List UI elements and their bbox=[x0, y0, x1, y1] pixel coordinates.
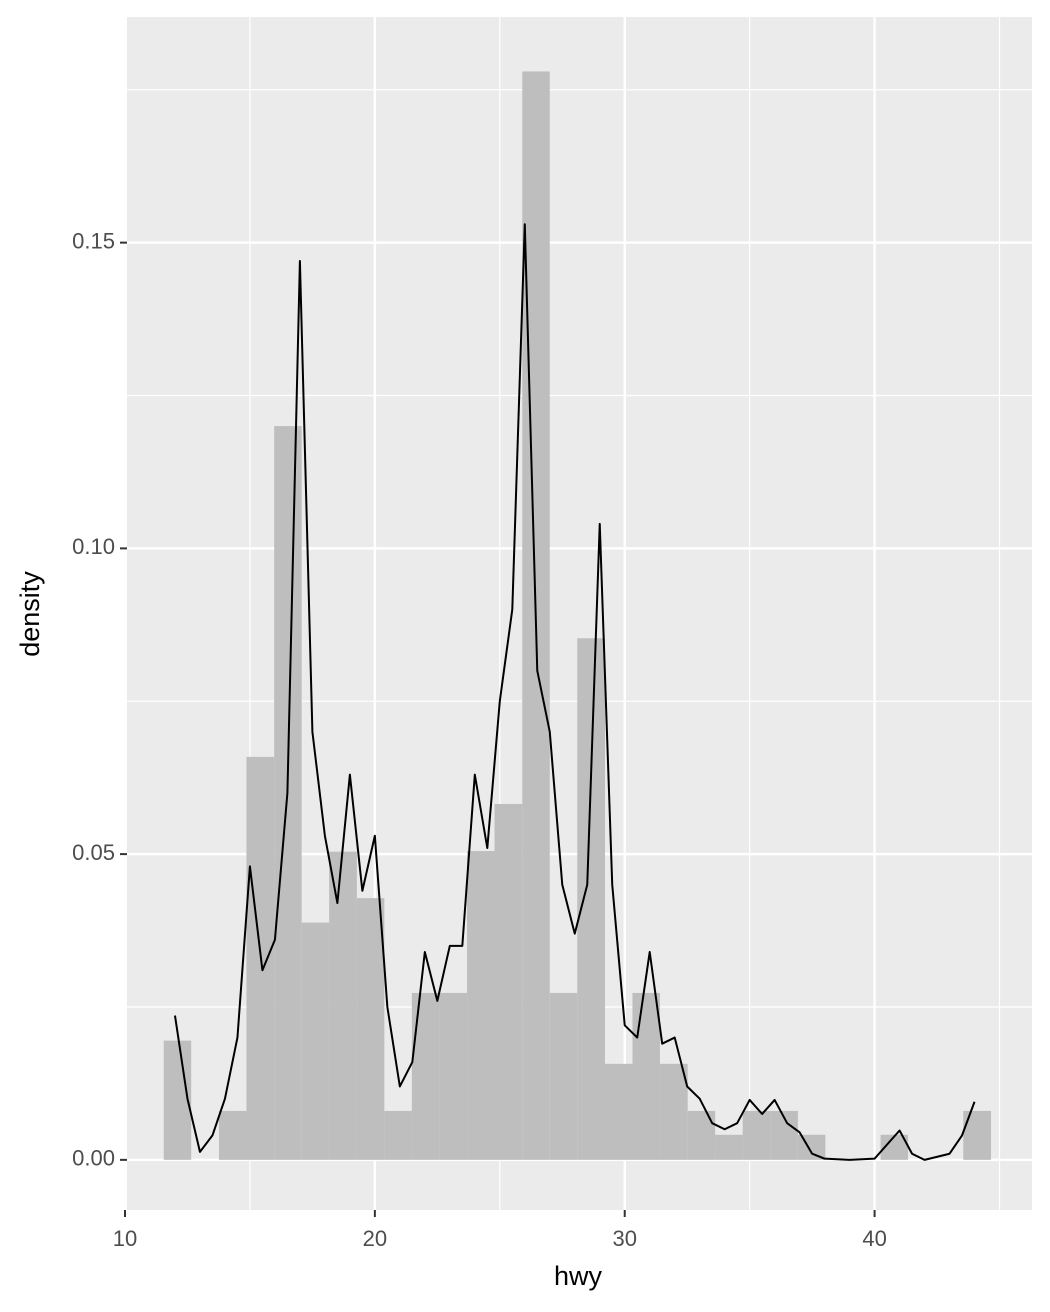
bar bbox=[384, 1110, 412, 1160]
bar bbox=[632, 992, 660, 1160]
bar bbox=[687, 1110, 716, 1160]
bar bbox=[163, 1040, 192, 1160]
bar bbox=[356, 898, 385, 1160]
bar bbox=[439, 992, 468, 1160]
x-tick-label: 40 bbox=[862, 1226, 886, 1251]
x-axis-title: hwy bbox=[554, 1261, 603, 1291]
bar bbox=[797, 1134, 826, 1160]
density-line bbox=[173, 223, 976, 1161]
bar bbox=[329, 851, 357, 1160]
y-tick-label: 0.10 bbox=[72, 534, 115, 559]
y-tick-label: 0.00 bbox=[72, 1146, 115, 1171]
x-tick-label: 30 bbox=[612, 1226, 636, 1251]
bar bbox=[742, 1110, 771, 1160]
y-axis-title: density bbox=[15, 571, 45, 657]
x-tick-label: 20 bbox=[363, 1226, 387, 1251]
bar bbox=[301, 922, 330, 1160]
bar bbox=[218, 1110, 247, 1160]
x-tick-label: 10 bbox=[113, 1226, 137, 1251]
bar bbox=[411, 992, 440, 1160]
bar bbox=[494, 803, 523, 1160]
y-tick-label: 0.05 bbox=[72, 840, 115, 865]
bar bbox=[577, 638, 605, 1160]
bar bbox=[467, 851, 495, 1160]
bar bbox=[659, 1063, 688, 1160]
bar bbox=[715, 1134, 743, 1160]
bar bbox=[549, 992, 578, 1160]
bar bbox=[604, 1063, 633, 1160]
y-tick-label: 0.15 bbox=[72, 228, 115, 253]
